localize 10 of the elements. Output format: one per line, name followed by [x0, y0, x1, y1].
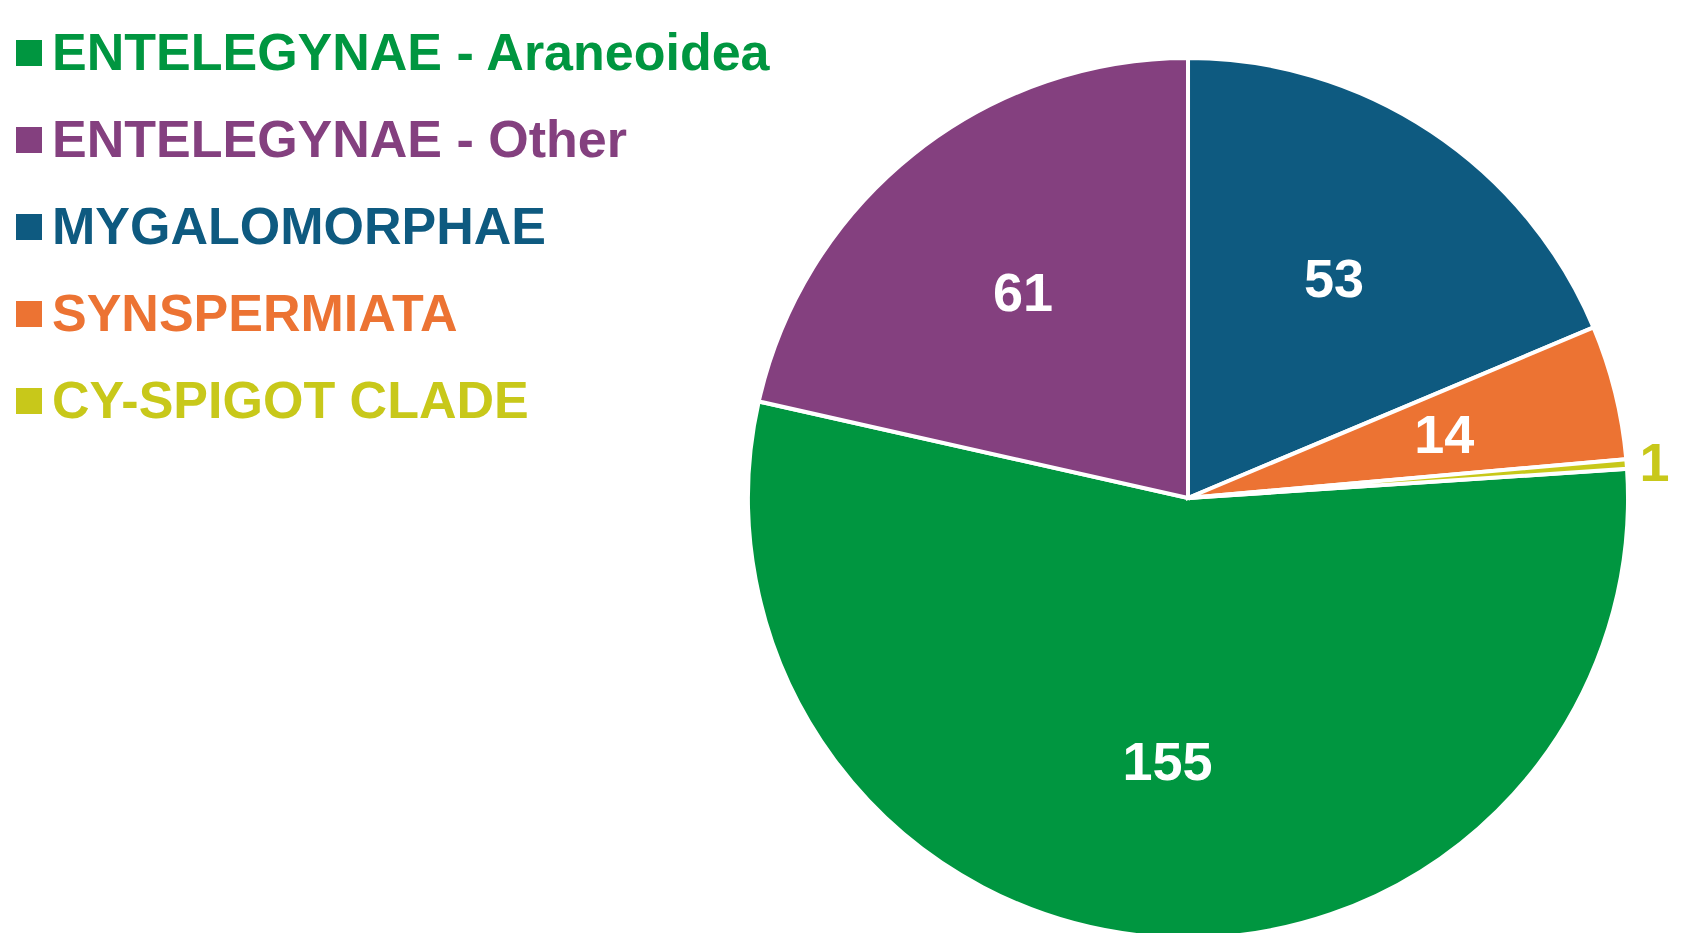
data-label: 61 — [993, 261, 1054, 322]
legend-label: MYGALOMORPHAE — [52, 197, 546, 255]
data-label: 14 — [1414, 404, 1475, 465]
data-label: 53 — [1304, 248, 1365, 309]
legend-label: SYNSPERMIATA — [52, 284, 458, 342]
legend-label: ENTELEGYNAE - Other — [52, 110, 627, 168]
data-label: 1 — [1639, 431, 1670, 492]
legend-label: ENTELEGYNAE - Araneoidea — [52, 23, 771, 81]
legend-label: CY-SPIGOT CLADE — [52, 371, 529, 429]
data-label: 155 — [1122, 731, 1213, 792]
